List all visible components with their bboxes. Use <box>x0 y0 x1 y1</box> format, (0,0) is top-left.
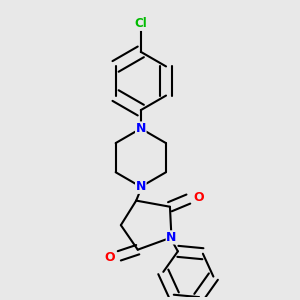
Text: N: N <box>136 180 146 193</box>
Text: O: O <box>104 251 115 264</box>
Text: N: N <box>136 122 146 135</box>
Text: O: O <box>193 191 204 204</box>
Text: Cl: Cl <box>134 17 147 30</box>
Text: N: N <box>166 231 177 244</box>
